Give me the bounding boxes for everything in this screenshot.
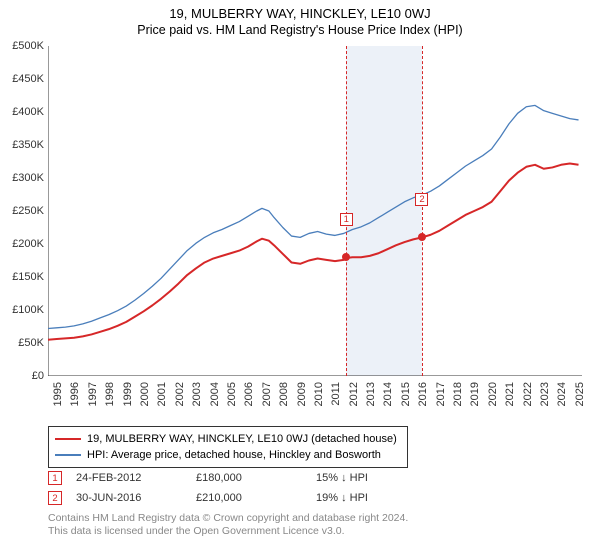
x-tick-label: 2007 bbox=[261, 382, 273, 406]
transaction-delta: 19% ↓ HPI bbox=[316, 492, 416, 504]
x-tick-label: 2023 bbox=[539, 382, 551, 406]
x-tick-label: 1996 bbox=[69, 382, 81, 406]
y-tick-label: £300K bbox=[12, 172, 44, 184]
legend-label-property: 19, MULBERRY WAY, HINCKLEY, LE10 0WJ (de… bbox=[87, 433, 397, 445]
x-tick-label: 2018 bbox=[452, 382, 464, 406]
chart-title: 19, MULBERRY WAY, HINCKLEY, LE10 0WJ bbox=[0, 0, 600, 21]
plot-area: 12 bbox=[48, 46, 582, 376]
x-tick-label: 1998 bbox=[104, 382, 116, 406]
transaction-price: £210,000 bbox=[196, 492, 316, 504]
event-point bbox=[342, 253, 350, 261]
transaction-price: £180,000 bbox=[196, 472, 316, 484]
x-tick-label: 2013 bbox=[365, 382, 377, 406]
x-tick-label: 2012 bbox=[348, 382, 360, 406]
y-tick-label: £100K bbox=[12, 304, 44, 316]
x-tick-label: 2016 bbox=[417, 382, 429, 406]
x-tick-label: 2014 bbox=[382, 382, 394, 406]
x-tick-label: 2010 bbox=[313, 382, 325, 406]
x-tick-label: 1995 bbox=[52, 382, 64, 406]
x-tick-label: 1999 bbox=[122, 382, 134, 406]
x-tick-label: 2000 bbox=[139, 382, 151, 406]
y-axis-labels: £0£50K£100K£150K£200K£250K£300K£350K£400… bbox=[0, 46, 46, 376]
x-tick-label: 2002 bbox=[174, 382, 186, 406]
legend-swatch-hpi bbox=[55, 454, 81, 456]
x-tick-label: 1997 bbox=[87, 382, 99, 406]
legend-item-hpi: HPI: Average price, detached house, Hinc… bbox=[55, 447, 401, 463]
transaction-delta: 15% ↓ HPI bbox=[316, 472, 416, 484]
chart-svg bbox=[48, 46, 582, 376]
x-tick-label: 2008 bbox=[278, 382, 290, 406]
y-tick-label: £450K bbox=[12, 73, 44, 85]
y-tick-label: £0 bbox=[32, 370, 44, 382]
transaction-row: 2 30-JUN-2016 £210,000 19% ↓ HPI bbox=[48, 488, 416, 508]
x-tick-label: 2015 bbox=[400, 382, 412, 406]
legend-item-property: 19, MULBERRY WAY, HINCKLEY, LE10 0WJ (de… bbox=[55, 431, 401, 447]
legend: 19, MULBERRY WAY, HINCKLEY, LE10 0WJ (de… bbox=[48, 426, 408, 468]
legend-swatch-property bbox=[55, 438, 81, 440]
y-tick-label: £250K bbox=[12, 205, 44, 217]
x-tick-label: 2001 bbox=[156, 382, 168, 406]
legend-label-hpi: HPI: Average price, detached house, Hinc… bbox=[87, 449, 381, 461]
event-marker-label: 2 bbox=[415, 193, 428, 206]
x-tick-label: 2020 bbox=[487, 382, 499, 406]
y-tick-label: £50K bbox=[18, 337, 44, 349]
transaction-marker-2: 2 bbox=[48, 491, 62, 505]
x-tick-label: 2022 bbox=[522, 382, 534, 406]
transaction-date: 30-JUN-2016 bbox=[76, 492, 196, 504]
transaction-row: 1 24-FEB-2012 £180,000 15% ↓ HPI bbox=[48, 468, 416, 488]
x-tick-label: 2017 bbox=[435, 382, 447, 406]
event-point bbox=[418, 233, 426, 241]
x-tick-label: 2011 bbox=[330, 382, 342, 406]
event-vline bbox=[346, 46, 347, 376]
footer-line-1: Contains HM Land Registry data © Crown c… bbox=[48, 512, 408, 525]
x-tick-label: 2009 bbox=[296, 382, 308, 406]
x-tick-label: 2006 bbox=[243, 382, 255, 406]
y-tick-label: £350K bbox=[12, 139, 44, 151]
x-tick-label: 2003 bbox=[191, 382, 203, 406]
event-vline bbox=[422, 46, 423, 376]
chart-container: 19, MULBERRY WAY, HINCKLEY, LE10 0WJ Pri… bbox=[0, 0, 600, 560]
x-tick-label: 2004 bbox=[209, 382, 221, 406]
y-tick-label: £500K bbox=[12, 40, 44, 52]
footer-line-2: This data is licensed under the Open Gov… bbox=[48, 525, 408, 538]
x-tick-label: 2021 bbox=[504, 382, 516, 406]
x-tick-label: 2025 bbox=[574, 382, 586, 406]
x-tick-label: 2005 bbox=[226, 382, 238, 406]
event-marker-label: 1 bbox=[340, 213, 353, 226]
x-tick-label: 2019 bbox=[469, 382, 481, 406]
transaction-marker-1: 1 bbox=[48, 471, 62, 485]
x-tick-label: 2024 bbox=[556, 382, 568, 406]
chart-subtitle: Price paid vs. HM Land Registry's House … bbox=[0, 21, 600, 41]
transaction-date: 24-FEB-2012 bbox=[76, 472, 196, 484]
y-tick-label: £200K bbox=[12, 238, 44, 250]
y-tick-label: £150K bbox=[12, 271, 44, 283]
y-tick-label: £400K bbox=[12, 106, 44, 118]
transactions-table: 1 24-FEB-2012 £180,000 15% ↓ HPI 2 30-JU… bbox=[48, 468, 416, 508]
footer-attribution: Contains HM Land Registry data © Crown c… bbox=[48, 512, 408, 538]
x-axis-labels: 1995 1996 1997 1998 1999 2000 2001 2002 2003 2004… bbox=[48, 378, 582, 426]
